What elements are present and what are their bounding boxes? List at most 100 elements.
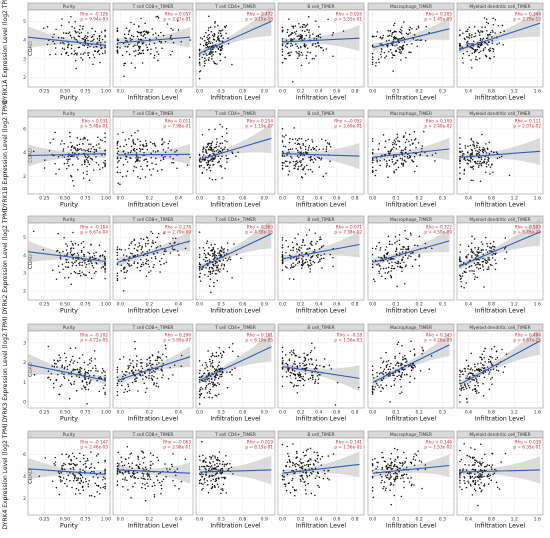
data-point (156, 51, 158, 53)
data-point (301, 163, 303, 166)
data-point (465, 282, 467, 284)
data-point (300, 247, 302, 249)
data-point (198, 231, 201, 233)
data-point (214, 51, 217, 53)
data-point (206, 484, 209, 486)
data-point (71, 265, 74, 267)
data-point (394, 357, 396, 359)
data-point (104, 459, 106, 462)
data-point (91, 157, 93, 160)
data-point (122, 254, 125, 256)
data-point (136, 160, 138, 163)
x-tick-label: 0.75 (80, 196, 90, 202)
p-value: p = 4.67e-25 (513, 338, 541, 343)
data-point (145, 145, 147, 147)
data-point (216, 37, 219, 39)
data-point (100, 267, 103, 269)
data-point (189, 39, 191, 41)
data-point (156, 456, 158, 459)
data-point (141, 245, 143, 248)
data-point (501, 24, 504, 27)
data-point (149, 478, 152, 480)
data-point (401, 47, 403, 50)
data-point (375, 157, 378, 159)
data-point (186, 164, 189, 166)
data-point (70, 463, 73, 465)
data-point (391, 56, 393, 59)
panel-title: Macrophage_TIMER (390, 432, 432, 438)
x-tick-label: 0.8 (351, 302, 358, 308)
data-point (199, 43, 202, 46)
data-point (199, 369, 201, 372)
data-point (371, 462, 374, 465)
data-point (119, 145, 122, 148)
data-point (180, 365, 183, 367)
data-point (312, 146, 314, 149)
data-point (489, 166, 492, 168)
data-point (146, 387, 148, 390)
data-point (174, 151, 176, 153)
data-point (32, 150, 35, 153)
data-point (385, 487, 387, 490)
data-point (305, 57, 308, 59)
data-point (70, 240, 72, 243)
data-point (89, 45, 91, 48)
data-point (459, 373, 461, 376)
data-point (207, 163, 210, 166)
data-point (78, 370, 80, 372)
data-point (491, 257, 494, 259)
regression-line (282, 153, 360, 157)
data-point (319, 36, 322, 39)
data-point (136, 254, 139, 256)
panel-title: B cell_TIMER (307, 111, 334, 117)
data-point (70, 250, 72, 252)
x-tick-label: 0.1 (392, 196, 399, 202)
data-point (217, 32, 220, 34)
data-point (411, 27, 413, 30)
data-point (291, 157, 293, 159)
data-point (294, 165, 297, 167)
data-point (217, 155, 220, 158)
data-point (478, 151, 480, 154)
data-point (495, 358, 497, 360)
data-point (491, 29, 494, 32)
data-point (94, 30, 97, 33)
data-point (88, 252, 91, 255)
data-point (371, 391, 374, 394)
data-point (150, 364, 152, 367)
data-point (65, 261, 68, 263)
data-point (220, 356, 223, 359)
x-tick-label: 0.8 (351, 517, 358, 523)
data-point (101, 139, 103, 142)
data-point (140, 252, 143, 254)
x-tick-label: 0.6 (333, 410, 340, 416)
data-point (398, 470, 400, 473)
data-point (130, 452, 133, 454)
data-point (295, 51, 297, 53)
data-point (184, 458, 187, 460)
data-point (167, 142, 170, 145)
confidence-band (28, 144, 106, 167)
data-point (76, 137, 79, 139)
data-point (207, 42, 210, 45)
data-point (231, 151, 233, 153)
data-point (284, 485, 287, 488)
data-point (309, 447, 312, 450)
data-point (472, 43, 474, 45)
data-point (371, 369, 374, 372)
data-point (54, 362, 56, 365)
data-point (308, 62, 310, 64)
regression-line (199, 20, 272, 54)
data-point (199, 70, 202, 72)
data-point (419, 369, 422, 372)
p-value: p = 2.07e-02 (513, 124, 541, 129)
data-point (214, 369, 217, 371)
data-point (394, 476, 397, 479)
data-point (401, 391, 403, 393)
data-point (465, 30, 467, 32)
data-point (205, 150, 207, 152)
data-point (142, 473, 145, 475)
data-point (502, 371, 505, 374)
data-point (281, 239, 284, 241)
data-point (207, 40, 210, 42)
